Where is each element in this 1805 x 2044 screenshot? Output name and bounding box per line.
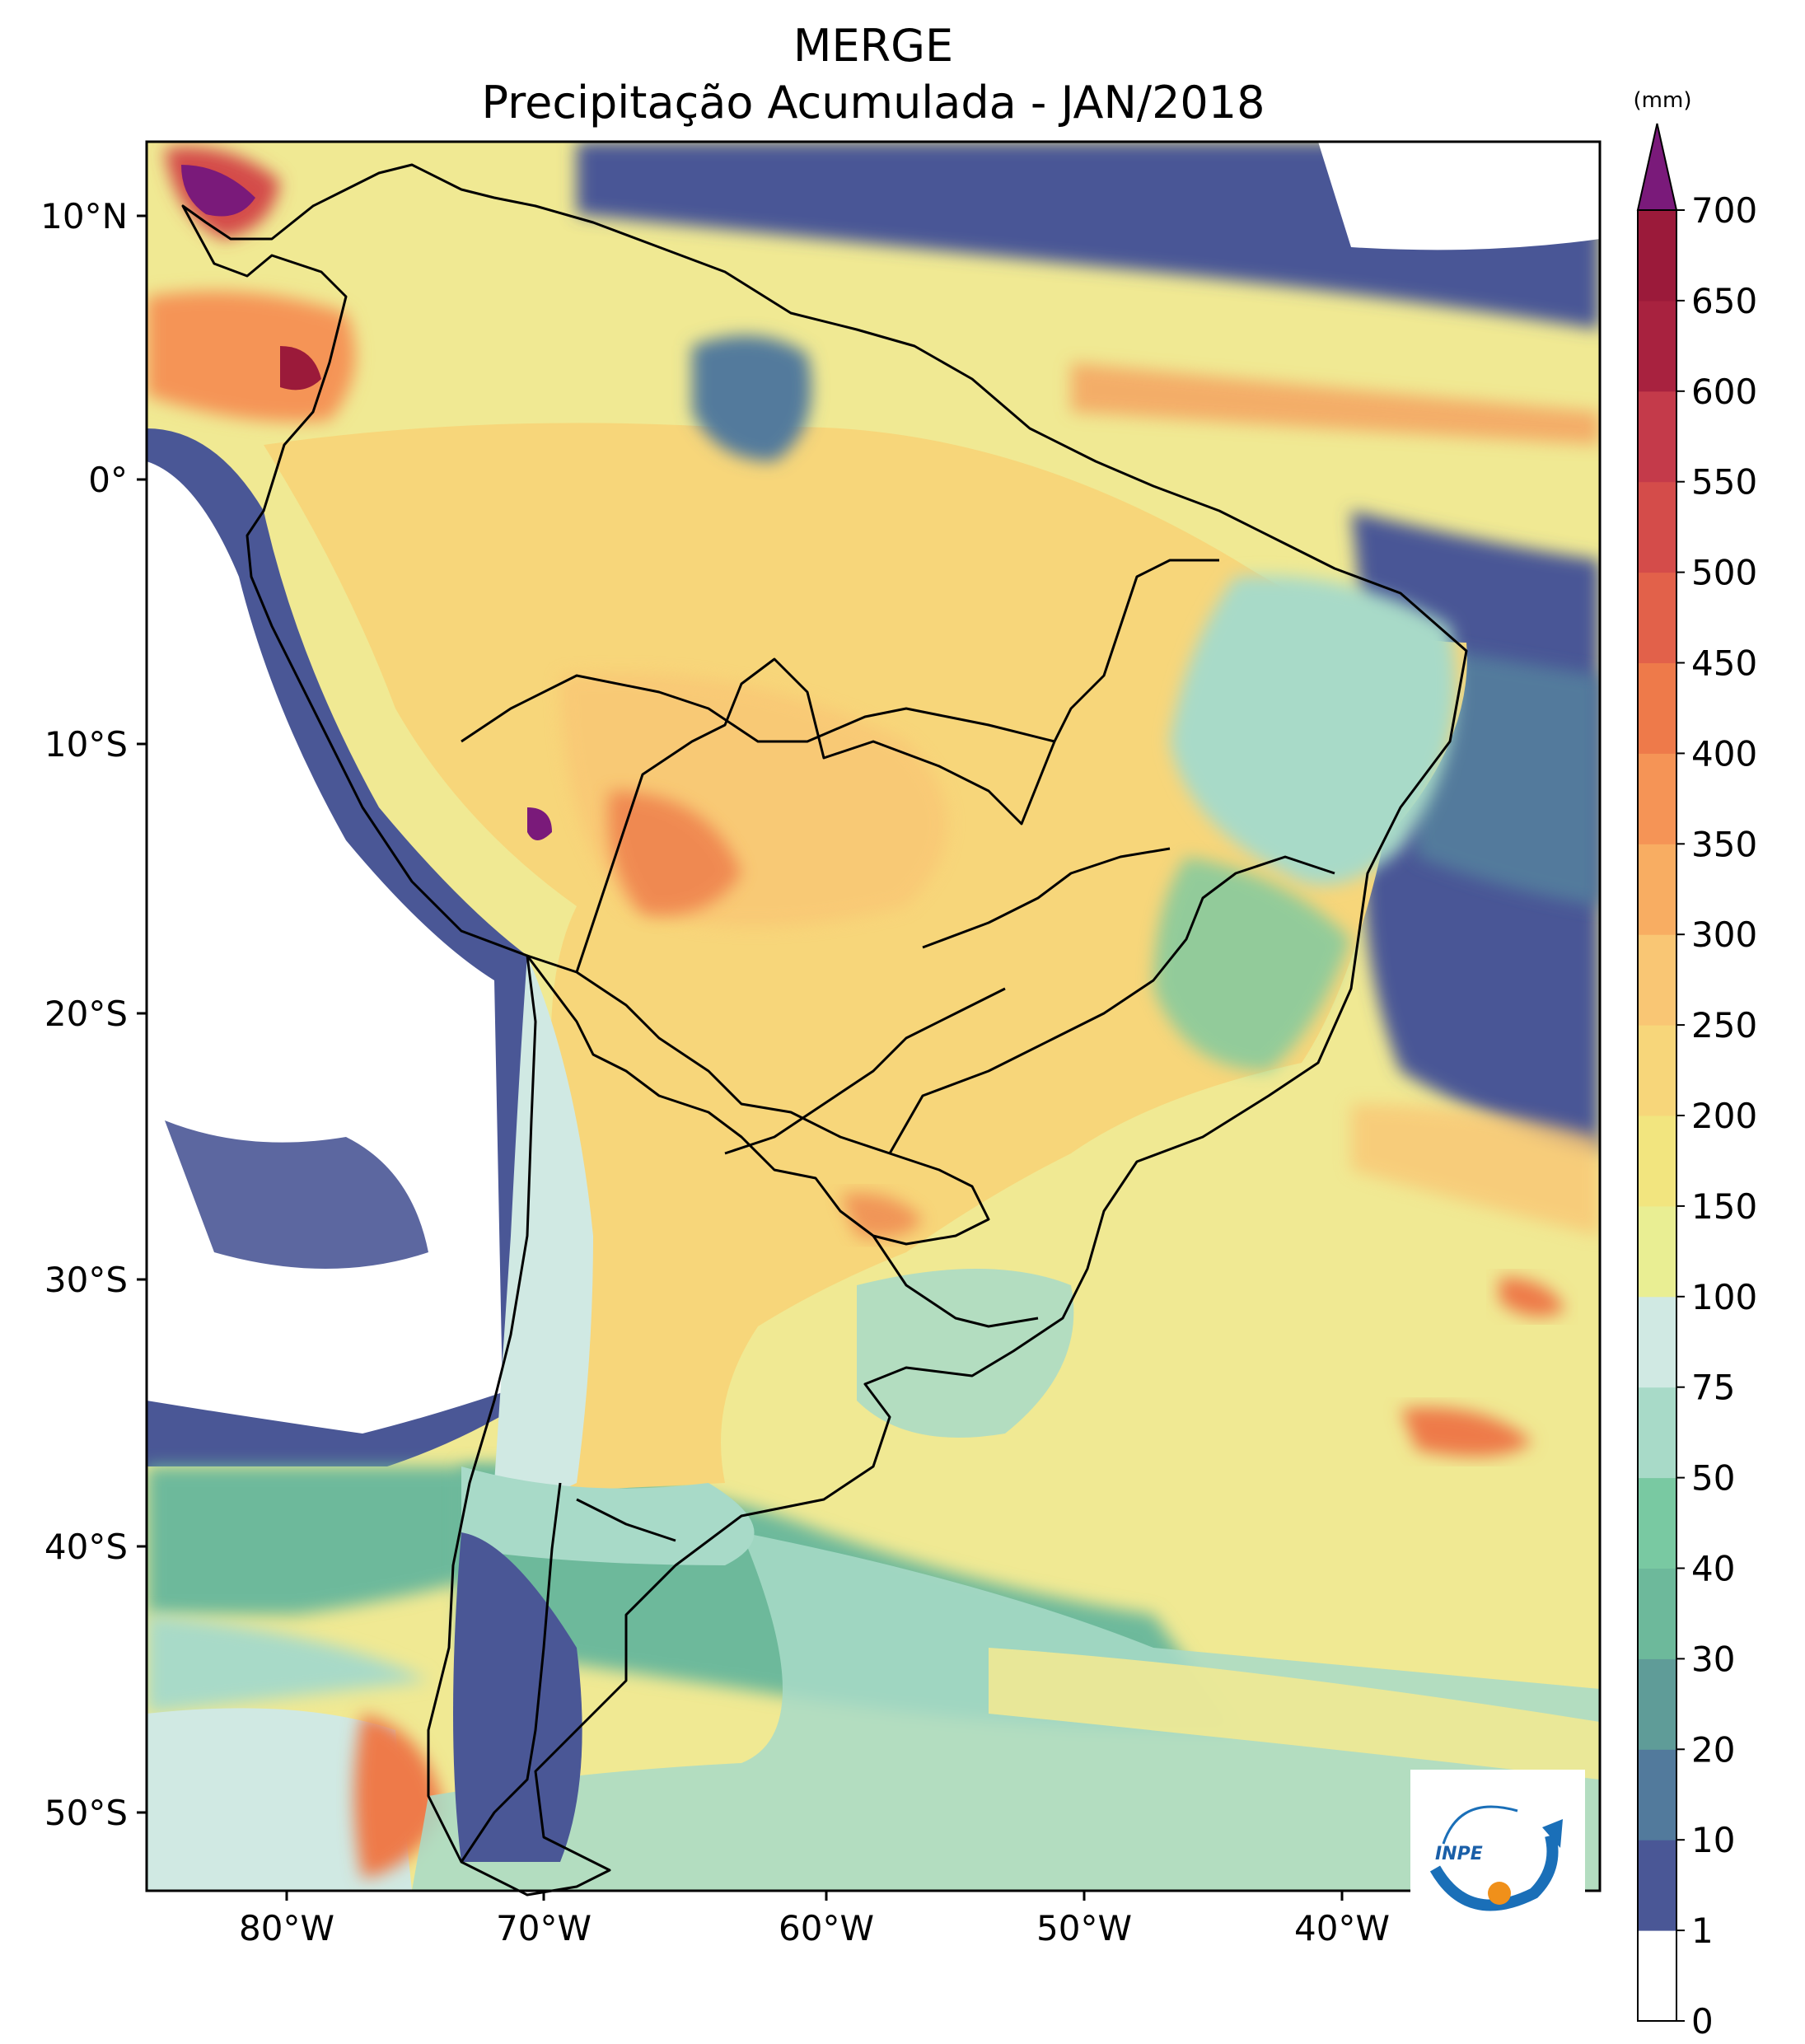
- colorbar-tick-label: 0: [1691, 2001, 1714, 2042]
- svg-text:40°W: 40°W: [1294, 1908, 1390, 1948]
- svg-text:0°: 0°: [88, 460, 128, 500]
- colorbar-tick-label: 350: [1691, 824, 1757, 864]
- colorbar-unit: (mm): [1634, 88, 1692, 113]
- colorbar-cell: [1638, 1025, 1676, 1116]
- colorbar-tick-label: 200: [1691, 1096, 1757, 1136]
- lon-tick-40w: 40°W: [1294, 1891, 1390, 1948]
- colorbar-cell: [1638, 210, 1676, 302]
- coastline-and-borders: [181, 163, 1468, 1897]
- colorbar-cell: [1638, 1930, 1676, 2022]
- colorbar-cell: [1638, 391, 1676, 483]
- svg-text:30°S: 30°S: [44, 1260, 128, 1300]
- colorbar-cell: [1638, 481, 1676, 573]
- colorbar-cell: [1638, 934, 1676, 1026]
- colorbar-tick-label: 150: [1691, 1186, 1757, 1227]
- colorbar-tick-label: 700: [1691, 190, 1757, 231]
- precipitation-field: [147, 142, 1600, 1891]
- svg-text:50°W: 50°W: [1036, 1908, 1132, 1948]
- svg-text:80°W: 80°W: [239, 1908, 334, 1948]
- inpe-logo-text: INPE: [1435, 1844, 1483, 1864]
- svg-text:40°S: 40°S: [44, 1527, 128, 1567]
- colorbar-cell: [1638, 844, 1676, 935]
- colorbar-cell: [1638, 1658, 1676, 1750]
- colorbar-extend-max: [1636, 123, 1678, 211]
- colorbar-cell: [1638, 300, 1676, 392]
- colorbar-cells: [1636, 123, 1678, 2022]
- lat-tick-50s: 50°S: [44, 1793, 147, 1833]
- colorbar-tick-label: 400: [1691, 733, 1757, 774]
- colorbar-cell: [1638, 753, 1676, 844]
- svg-text:20°S: 20°S: [44, 994, 128, 1034]
- lon-tick-70w: 70°W: [496, 1891, 592, 1948]
- lon-tick-50w: 50°W: [1036, 1891, 1132, 1948]
- colorbar-tick-label: 40: [1691, 1549, 1735, 1589]
- colorbar: (mm) 0 1 10 20 30 40 50 75 100 150 200 250 300 350 400…: [1634, 88, 1758, 2042]
- svg-text:10°N: 10°N: [40, 196, 128, 236]
- colorbar-cell: [1638, 1840, 1676, 1931]
- colorbar-cell: [1638, 662, 1676, 754]
- map-subtitle: Precipitação Acumulada - JAN/2018: [481, 77, 1265, 129]
- colorbar-tick-label: 1: [1691, 1911, 1714, 1951]
- colorbar-cell: [1638, 572, 1676, 663]
- longitude-axis: 80°W 70°W 60°W 50°W 40°W: [239, 1891, 1390, 1948]
- colorbar-tick-label: 300: [1691, 914, 1757, 955]
- colorbar-tick-label: 75: [1691, 1368, 1735, 1408]
- lat-tick-20s: 20°S: [44, 994, 147, 1034]
- colorbar-cell: [1638, 1477, 1676, 1569]
- colorbar-tick-label: 600: [1691, 372, 1757, 412]
- colorbar-tick-label: 10: [1691, 1820, 1735, 1860]
- svg-text:50°S: 50°S: [44, 1793, 128, 1833]
- colorbar-tick-label: 650: [1691, 281, 1757, 321]
- colorbar-tick-label: 250: [1691, 1005, 1757, 1045]
- lon-tick-60w: 60°W: [779, 1891, 874, 1948]
- colorbar-ticks: 0 1 10 20 30 40 50 75 100 150 200 250 300 350 400 450 50…: [1676, 190, 1757, 2042]
- svg-text:70°W: 70°W: [496, 1908, 592, 1948]
- lat-tick-10n: 10°N: [40, 196, 147, 236]
- colorbar-cell: [1638, 1116, 1676, 1207]
- colorbar-cell: [1638, 1296, 1676, 1388]
- colorbar-cell: [1638, 1749, 1676, 1841]
- colorbar-tick-label: 50: [1691, 1458, 1735, 1499]
- colorbar-cell: [1638, 1205, 1676, 1298]
- colorbar-tick-label: 20: [1691, 1729, 1735, 1770]
- inpe-logo: INPE: [1410, 1770, 1585, 1939]
- lat-tick-10s: 10°S: [44, 724, 147, 765]
- lat-tick-30s: 30°S: [44, 1260, 147, 1300]
- lon-tick-80w: 80°W: [239, 1891, 334, 1948]
- map-frame: [145, 140, 1602, 1892]
- colorbar-tick-label: 500: [1691, 553, 1757, 593]
- lat-tick-0: 0°: [88, 460, 147, 500]
- lat-tick-40s: 40°S: [44, 1527, 147, 1567]
- colorbar-cell: [1638, 1568, 1676, 1659]
- colorbar-tick-label: 100: [1691, 1277, 1757, 1317]
- inpe-logo-graphic: [1429, 1805, 1563, 1911]
- colorbar-tick-label: 30: [1691, 1639, 1735, 1679]
- colorbar-tick-label: 450: [1691, 643, 1757, 684]
- svg-text:60°W: 60°W: [779, 1908, 874, 1948]
- svg-text:10°S: 10°S: [44, 724, 128, 765]
- map-title: MERGE: [793, 20, 954, 72]
- latitude-axis: 10°N 0° 10°S 20°S 30°S 40°S 50°S: [40, 196, 147, 1833]
- colorbar-cell: [1638, 1387, 1676, 1479]
- colorbar-tick-label: 550: [1691, 462, 1757, 503]
